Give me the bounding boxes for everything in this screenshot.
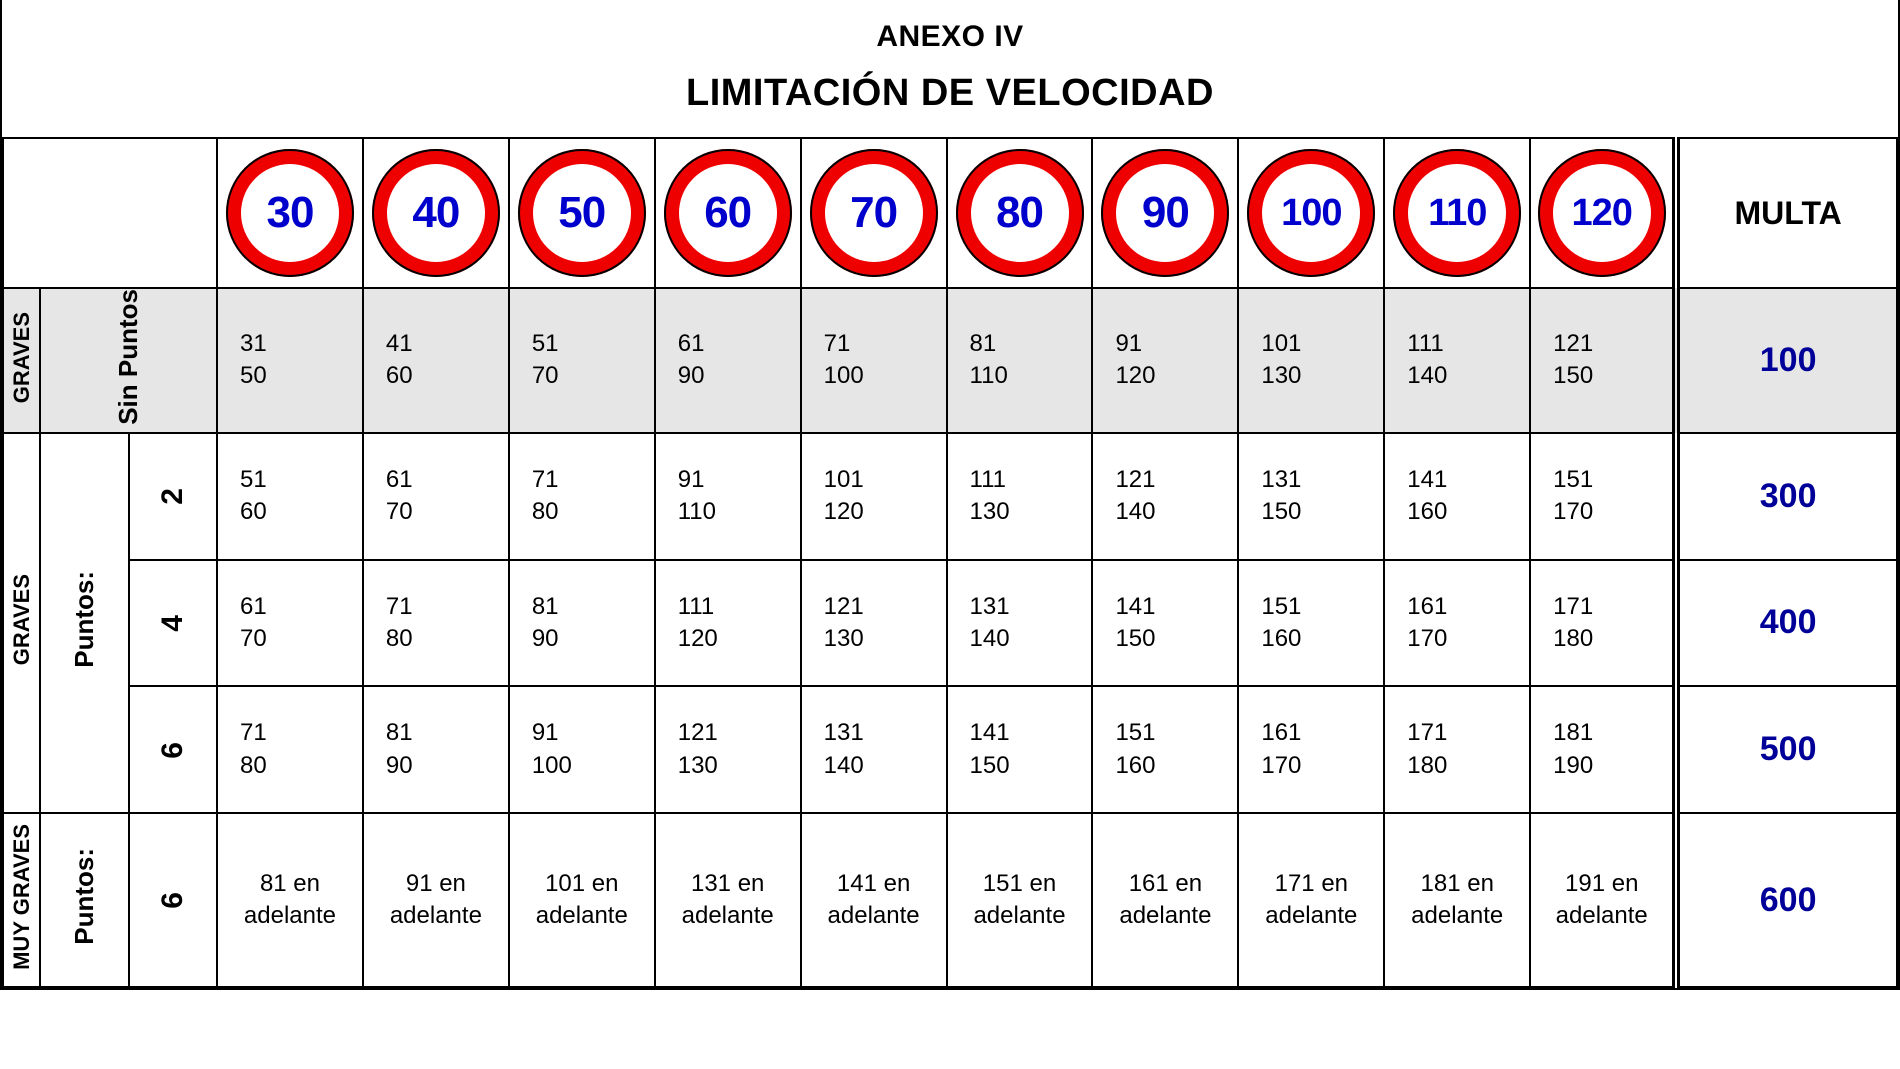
range-cell: 161170 <box>1384 560 1530 687</box>
range-cell: 161 enadelante <box>1092 813 1238 987</box>
speed-sign-50: 50 <box>509 138 655 288</box>
range-cell: 6190 <box>655 288 801 433</box>
points-number: 6 <box>129 686 217 813</box>
points-number: 4 <box>129 560 217 687</box>
range-cell: 5160 <box>217 433 363 560</box>
range-cell: 151 enadelante <box>947 813 1093 987</box>
range-cell: 141 enadelante <box>801 813 947 987</box>
range-cell: 171180 <box>1384 686 1530 813</box>
table-row: GRAVESPuntos:251606170718091110101120111… <box>3 433 1897 560</box>
points-label: Puntos: <box>40 813 128 987</box>
speed-sign-60: 60 <box>655 138 801 288</box>
range-cell: 111120 <box>655 560 801 687</box>
multa-cell: 500 <box>1676 686 1897 813</box>
multa-cell: 100 <box>1676 288 1897 433</box>
range-cell: 131150 <box>1238 433 1384 560</box>
range-cell: 161170 <box>1238 686 1384 813</box>
range-cell: 151160 <box>1238 560 1384 687</box>
category-label: GRAVES <box>3 288 40 433</box>
multa-cell: 300 <box>1676 433 1897 560</box>
table-row: MUY GRAVESPuntos:681 enadelante91 enadel… <box>3 813 1897 987</box>
points-number: 6 <box>129 813 217 987</box>
range-cell: 151160 <box>1092 686 1238 813</box>
range-cell: 121150 <box>1530 288 1676 433</box>
range-cell: 171180 <box>1530 560 1676 687</box>
range-cell: 141150 <box>947 686 1093 813</box>
range-cell: 101130 <box>1238 288 1384 433</box>
range-cell: 151170 <box>1530 433 1676 560</box>
speed-sign-40: 40 <box>363 138 509 288</box>
table-row: 6718081909110012113013114014115015116016… <box>3 686 1897 813</box>
range-cell: 121130 <box>655 686 801 813</box>
header-row: 30 40 50 60 70 80 90 100 110 120 MULTA <box>3 138 1897 288</box>
range-cell: 91 enadelante <box>363 813 509 987</box>
range-cell: 181 enadelante <box>1384 813 1530 987</box>
header-block: ANEXO IV LIMITACIÓN DE VELOCIDAD <box>2 0 1898 137</box>
range-cell: 8190 <box>509 560 655 687</box>
range-cell: 71100 <box>801 288 947 433</box>
multa-header: MULTA <box>1676 138 1897 288</box>
range-cell: 171 enadelante <box>1238 813 1384 987</box>
range-cell: 101 enadelante <box>509 813 655 987</box>
range-cell: 121130 <box>801 560 947 687</box>
range-cell: 131 enadelante <box>655 813 801 987</box>
speed-sign-100: 100 <box>1238 138 1384 288</box>
range-cell: 131140 <box>947 560 1093 687</box>
title: ANEXO IV <box>2 20 1898 54</box>
range-cell: 7180 <box>509 433 655 560</box>
speed-sign-120: 120 <box>1530 138 1676 288</box>
range-cell: 81 enadelante <box>217 813 363 987</box>
points-number: 2 <box>129 433 217 560</box>
speed-fines-page: ANEXO IV LIMITACIÓN DE VELOCIDAD 30 40 5… <box>0 0 1900 990</box>
category-label: MUY GRAVES <box>3 813 40 987</box>
points-label: Sin Puntos <box>40 288 217 433</box>
table-row: GRAVESSin Puntos315041605170619071100811… <box>3 288 1897 433</box>
range-cell: 81110 <box>947 288 1093 433</box>
fines-table: 30 40 50 60 70 80 90 100 110 120 MULTA G… <box>2 137 1898 988</box>
range-cell: 6170 <box>363 433 509 560</box>
speed-sign-90: 90 <box>1092 138 1238 288</box>
range-cell: 6170 <box>217 560 363 687</box>
range-cell: 8190 <box>363 686 509 813</box>
speed-sign-70: 70 <box>801 138 947 288</box>
subtitle: LIMITACIÓN DE VELOCIDAD <box>2 72 1898 115</box>
range-cell: 111130 <box>947 433 1093 560</box>
multa-cell: 400 <box>1676 560 1897 687</box>
table-row: 4617071808190111120121130131140141150151… <box>3 560 1897 687</box>
range-cell: 91120 <box>1092 288 1238 433</box>
range-cell: 5170 <box>509 288 655 433</box>
range-cell: 141150 <box>1092 560 1238 687</box>
range-cell: 111140 <box>1384 288 1530 433</box>
range-cell: 121140 <box>1092 433 1238 560</box>
range-cell: 7180 <box>363 560 509 687</box>
range-cell: 191 enadelante <box>1530 813 1676 987</box>
range-cell: 141160 <box>1384 433 1530 560</box>
range-cell: 91100 <box>509 686 655 813</box>
points-label: Puntos: <box>40 433 128 813</box>
category-label: GRAVES <box>3 433 40 813</box>
speed-sign-110: 110 <box>1384 138 1530 288</box>
range-cell: 181190 <box>1530 686 1676 813</box>
multa-cell: 600 <box>1676 813 1897 987</box>
range-cell: 101120 <box>801 433 947 560</box>
blank-header <box>3 138 217 288</box>
range-cell: 91110 <box>655 433 801 560</box>
range-cell: 7180 <box>217 686 363 813</box>
speed-sign-80: 80 <box>947 138 1093 288</box>
range-cell: 4160 <box>363 288 509 433</box>
speed-sign-30: 30 <box>217 138 363 288</box>
range-cell: 3150 <box>217 288 363 433</box>
range-cell: 131140 <box>801 686 947 813</box>
